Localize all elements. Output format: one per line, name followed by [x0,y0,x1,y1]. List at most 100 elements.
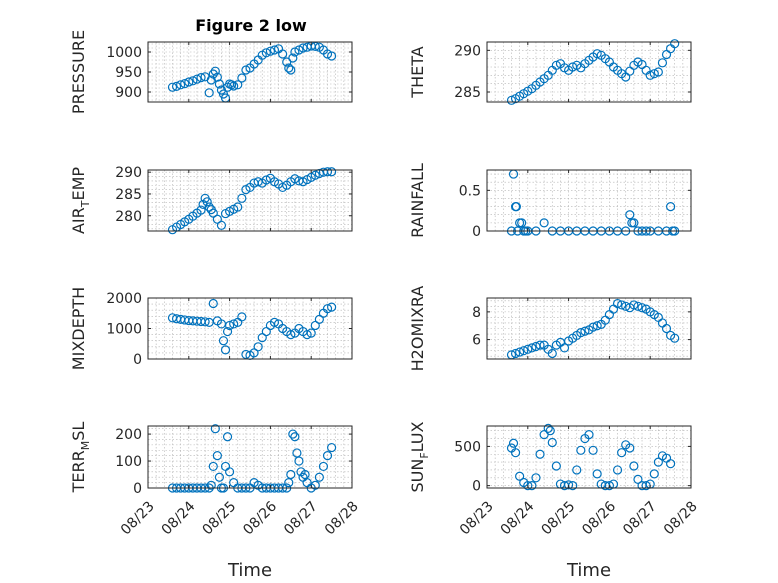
data-point [310,170,320,180]
data-point [237,312,247,322]
data-point [208,298,218,309]
y-axis-label: H2OMIXRA [408,286,427,372]
y-axis-label: SUNFLUX [408,421,431,492]
data-point [572,465,582,475]
panel-air-temp: 280 285 290 AIRTEMP [69,165,353,235]
data-point [288,53,298,63]
y-tick-label: 0 [472,479,481,495]
y-tick-label: 285 [454,85,481,101]
axes-frame [486,41,692,103]
data-point [592,469,602,479]
y-tick-label: 290 [115,165,142,181]
data-point [171,81,182,92]
axes-frame [486,297,692,360]
data-point [576,445,586,455]
data-point [527,343,537,353]
y-tick-label: 500 [454,439,481,455]
data-point [212,72,222,82]
axes-frame [147,169,353,232]
panel-theta: 285 290 THETA [408,39,692,105]
data-point [551,60,561,70]
x-tick-label: 08/25 [200,498,240,538]
axes-frame [147,425,353,489]
y-tick-label: 8 [472,305,481,321]
axes-frame [486,425,692,489]
data-point [523,481,533,491]
data-point [523,344,533,354]
data-point [284,63,294,73]
y-axis-label: MIXDEPTH [69,287,88,370]
x-tick-label: 08/26 [240,498,280,538]
data-point [227,80,237,90]
data-point [269,317,280,327]
data-point [167,82,178,92]
data-point [222,326,233,337]
data-point [576,328,586,338]
data-point [653,67,663,77]
plot-area [148,170,352,231]
data-point [214,472,224,482]
data-point [214,79,224,89]
data-point [670,333,680,343]
data-point [535,340,545,350]
data-point [200,317,210,327]
data-point [625,443,635,453]
data-point [196,72,206,83]
data-point [547,437,557,448]
x-axis-label: Time [227,560,272,581]
x-tick-label: 08/27 [281,498,321,538]
data-point [637,303,647,313]
data-point [318,461,329,472]
data-point [629,218,639,228]
data-point [661,323,672,334]
data-point [547,348,557,359]
data-point [657,58,668,68]
y-tick-label: 200 [115,427,142,443]
panel-h2omixra: 6 8 H2OMIXRA [408,286,692,372]
data-point [665,459,676,469]
data-point [653,457,663,467]
data-point [253,342,263,352]
figure-title: Figure 2 low [195,16,307,35]
data-point [670,39,680,49]
x-axis-label: Time [566,560,611,581]
data-point [208,461,218,472]
panel-mixdepth: 0 1000 2000 MIXDEPTH [69,287,353,370]
data-point [539,218,549,228]
x-tick-label: 08/28 [661,498,701,538]
y-tick-label: 950 [115,65,142,81]
y-axis-label: THETA [408,46,427,98]
data-point [225,467,235,477]
y-axis-label: PRESSURE [69,30,88,114]
y-tick-label: 280 [115,209,142,225]
data-point [510,348,521,359]
y-tick-label: 0.5 [459,183,481,199]
data-point [206,480,216,490]
x-tick-label: 08/25 [539,498,579,538]
data-point [580,326,590,336]
data-point [617,300,627,310]
data-point [592,321,602,331]
data-point [551,461,561,471]
plot-area [487,170,691,231]
data-point [298,43,308,53]
x-tick-label: 08/28 [322,498,362,538]
data-point [302,330,312,340]
data-point [290,432,300,442]
data-point [563,480,574,490]
data-point [629,461,639,471]
data-point [592,49,602,59]
panel-rainfall: 0 0.5 RAINFALL [408,163,692,240]
data-point [649,469,659,479]
data-point [612,465,623,475]
data-point [210,66,220,76]
data-point [545,426,555,436]
data-point [212,451,222,461]
x-tick-label: 08/26 [579,498,619,538]
y-tick-label: 6 [472,333,481,349]
data-point [633,301,643,311]
y-axis-label: TERRMSL [69,422,92,494]
data-point [515,347,525,357]
data-point [612,298,623,309]
data-point [229,81,239,91]
